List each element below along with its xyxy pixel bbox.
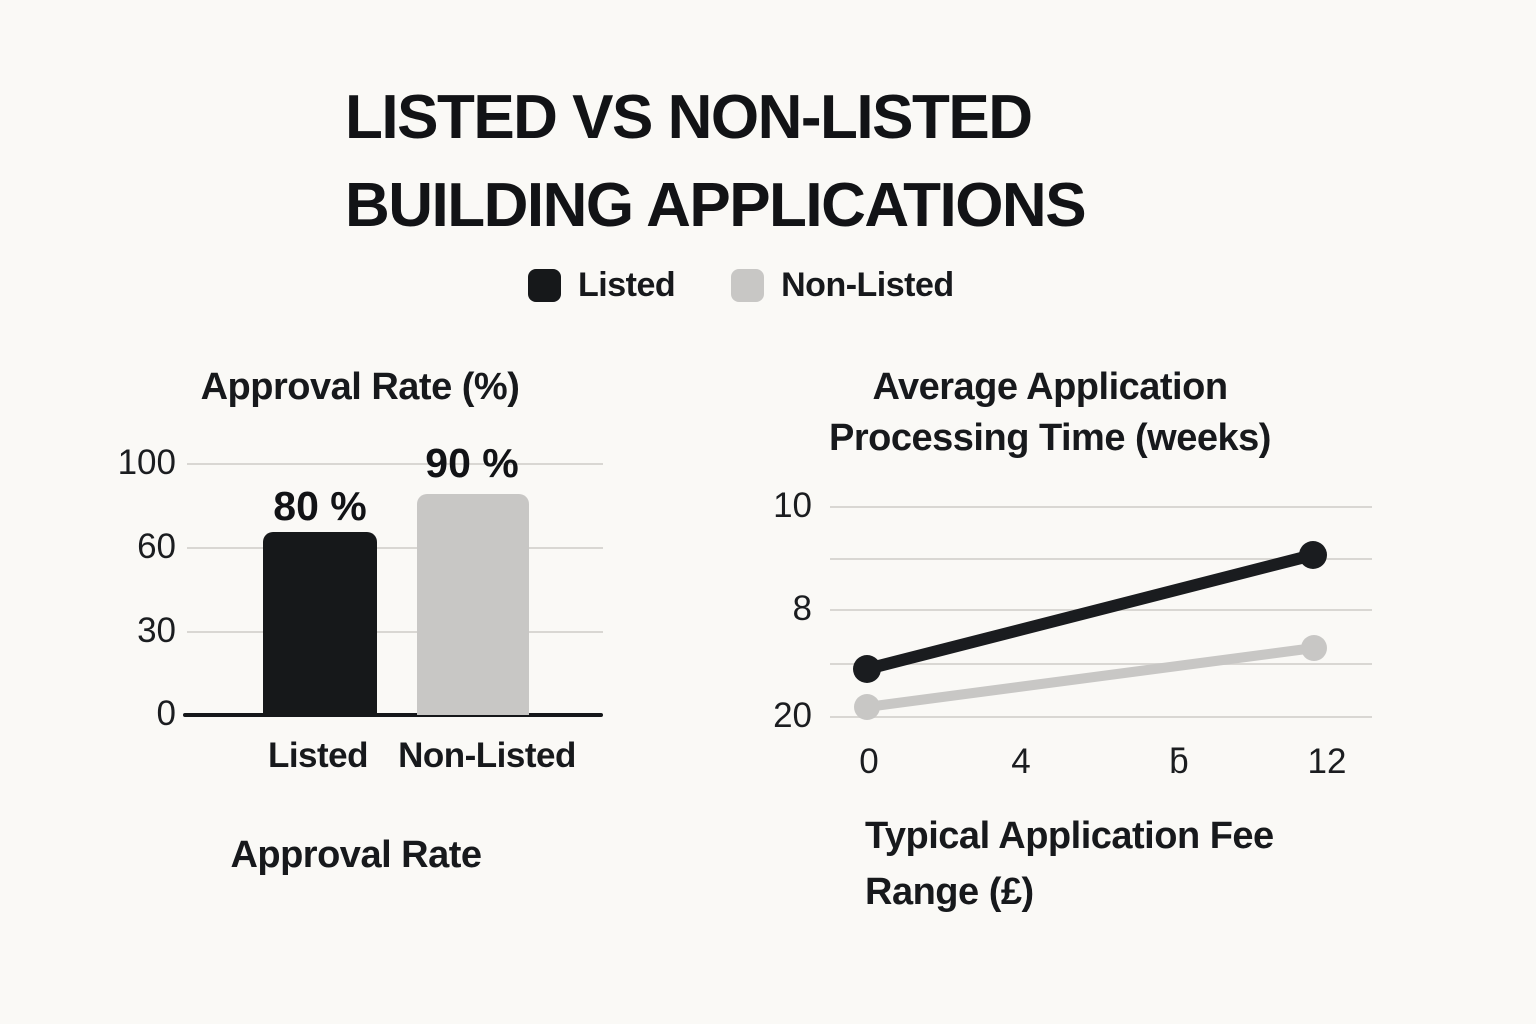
line-chart-footer-line-2: Range (£): [865, 871, 1034, 913]
bar-non-listed: [417, 494, 529, 715]
line-gridline-4: [830, 663, 1372, 665]
line-ytick-10: 10: [773, 486, 812, 525]
bar-ytick-60: 60: [137, 527, 176, 566]
line-ytick-20: 20: [773, 696, 812, 735]
line-xtick-0: 0: [859, 742, 879, 781]
bar-gridline-30: [187, 631, 603, 633]
page-title-line-1: LISTED VS NON-LISTED: [345, 83, 1033, 152]
line-chart-footer-line-1: Typical Application Fee: [865, 815, 1274, 857]
bar-category-listed: Listed: [267, 736, 369, 775]
line-xtick-4: 4: [1011, 742, 1031, 781]
bar-chart-x-axis: [183, 713, 603, 717]
legend-label-listed: Listed: [578, 266, 676, 304]
line-chart-footer: Typical Application Fee Range (£): [865, 808, 1385, 920]
bar-gridline-60: [187, 547, 603, 549]
legend-item-non-listed: Non-Listed: [731, 266, 954, 305]
line-chart-title: Average Application Processing Time (wee…: [770, 362, 1330, 464]
non-listed-swatch-icon: [731, 269, 765, 302]
legend: Listed Non-Listed: [528, 266, 954, 305]
bar-value-non-listed: 90 %: [425, 440, 519, 486]
bar-ytick-100: 100: [117, 443, 176, 482]
line-gridline-1: [830, 506, 1372, 508]
bar-category-non-listed: Non-Listed: [398, 736, 576, 775]
page-title-line-2: BUILDING APPLICATIONS: [345, 171, 1087, 240]
line-gridline-2: [830, 558, 1372, 560]
listed-swatch-icon: [528, 269, 561, 302]
line-chart-title-line-2: Processing Time (weeks): [829, 417, 1271, 459]
legend-label-non-listed: Non-Listed: [781, 266, 954, 304]
line-xtick-6: ƃ: [1169, 742, 1189, 781]
line-xtick-12: 12: [1307, 742, 1347, 781]
bar-chart-title: Approval Rate (%): [200, 366, 520, 408]
line-chart-title-line-1: Average Application: [872, 366, 1228, 408]
bar-gridline-100: [187, 463, 603, 465]
bar-listed: [263, 532, 377, 715]
line-ytick-8: 8: [792, 589, 812, 628]
page-title: LISTED VS NON-LISTED BUILDING APPLICATIO…: [345, 74, 1087, 250]
bar-ytick-30: 30: [137, 611, 176, 650]
legend-item-listed: Listed: [528, 266, 676, 305]
bar-value-listed: 80 %: [273, 483, 367, 529]
line-gridline-5: [830, 716, 1372, 718]
bar-chart-footer: Approval Rate: [230, 834, 482, 876]
bar-ytick-0: 0: [156, 694, 176, 733]
line-gridline-3: [830, 609, 1372, 611]
